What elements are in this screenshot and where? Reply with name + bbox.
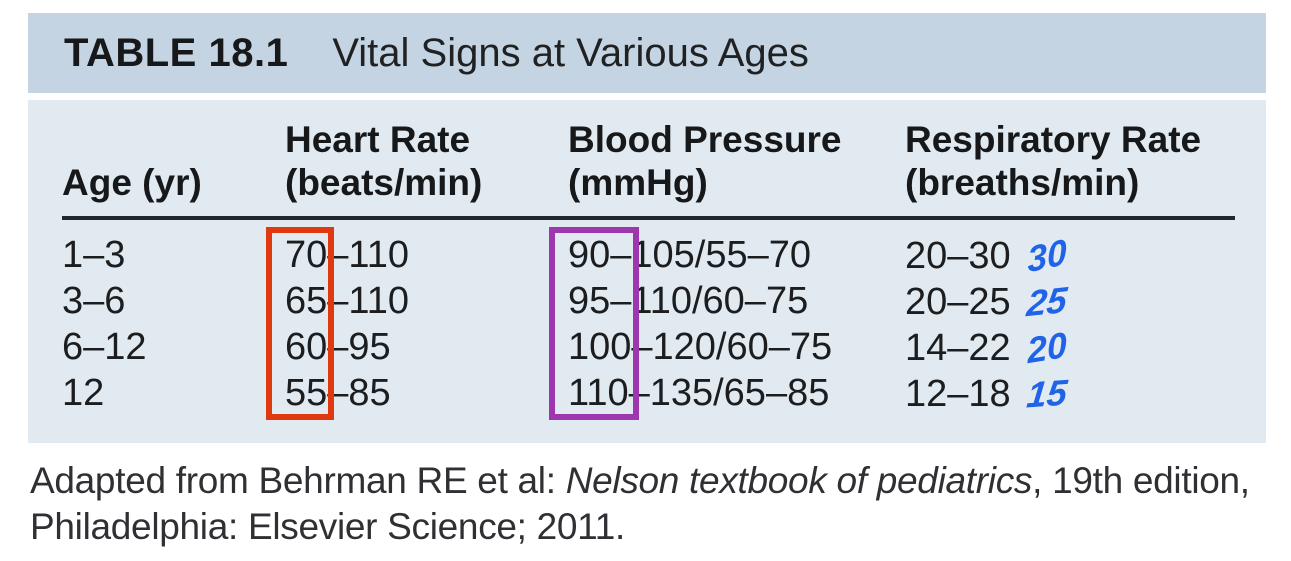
column-header-age: Age (yr) — [62, 161, 285, 204]
table-number: TABLE 18.1 — [64, 30, 289, 75]
respiratory-rate-cell: 12–18 15 — [905, 371, 1266, 417]
age-cell: 1–3 — [62, 234, 126, 276]
footnote-line-2: Philadelphia: Elsevier Science; 2011. — [30, 506, 625, 547]
heart-rate-cell: 65–110 — [285, 280, 409, 322]
blood-pressure-cell: 110–135/65–85 — [568, 372, 830, 414]
column-header-line2: (breaths/min) — [905, 162, 1140, 203]
column-header-line2: (mmHg) — [568, 162, 708, 203]
handwritten-annotation: 20 — [1025, 323, 1068, 372]
age-cell: 3–6 — [62, 280, 126, 322]
header-divider-rule — [62, 216, 1235, 220]
respiratory-rate-value: 20–25 — [905, 281, 1011, 323]
purple-marker-box-blood-pressure — [549, 227, 639, 420]
blood-pressure-cell: 90–105/55–70 — [568, 234, 812, 276]
column-header-line2: (beats/min) — [285, 162, 483, 203]
table-row: 6–12 60–95 100–120/60–75 14–22 20 — [62, 323, 1266, 372]
heart-rate-cell: 60–95 — [285, 326, 391, 368]
respiratory-rate-value: 12–18 — [905, 373, 1011, 415]
column-header-respiratory-rate: Respiratory Rate (breaths/min) — [905, 118, 1266, 204]
age-cell: 6–12 — [62, 326, 147, 368]
handwritten-annotation: 25 — [1024, 278, 1069, 325]
table-row: 3–6 65–110 95–110/60–75 20–25 25 — [62, 279, 1266, 325]
age-cell: 12 — [62, 372, 105, 414]
column-header-line1: Respiratory Rate — [905, 119, 1202, 160]
source-footnote: Adapted from Behrman RE et al: Nelson te… — [30, 458, 1270, 550]
table-panel: Age (yr) Heart Rate (beats/min) Blood Pr… — [28, 100, 1266, 443]
table-header-row: Age (yr) Heart Rate (beats/min) Blood Pr… — [62, 118, 1266, 204]
footnote-line-1: Adapted from Behrman RE et al: Nelson te… — [30, 458, 1270, 504]
red-marker-box-heart-rate — [266, 227, 334, 420]
table-row: 1–3 70–110 90–105/55–70 20–30 30 — [62, 231, 1266, 281]
column-header-line1: Heart Rate — [285, 119, 471, 160]
respiratory-rate-cell: 20–30 30 — [905, 231, 1266, 281]
column-header-heart-rate: Heart Rate (beats/min) — [285, 118, 568, 204]
handwritten-annotation: 15 — [1024, 371, 1069, 416]
table-title-bar: TABLE 18.1 Vital Signs at Various Ages — [28, 13, 1266, 93]
footnote-text: Adapted from Behrman RE et al: — [30, 460, 566, 501]
table-title: Vital Signs at Various Ages — [332, 30, 809, 75]
column-header-line1: Age (yr) — [62, 162, 202, 203]
footnote-book-title: Nelson textbook of pediatrics — [565, 460, 1033, 501]
respiratory-rate-cell: 14–22 20 — [905, 323, 1266, 372]
handwritten-annotation: 30 — [1026, 230, 1068, 281]
blood-pressure-cell: 100–120/60–75 — [568, 326, 833, 368]
respiratory-rate-value: 20–30 — [905, 235, 1011, 277]
respiratory-rate-cell: 20–25 25 — [905, 279, 1266, 325]
table-body: 1–3 70–110 90–105/55–70 20–30 30 3–6 65–1… — [62, 231, 1266, 417]
respiratory-rate-value: 14–22 — [905, 327, 1011, 369]
table-row: 12 55–85 110–135/65–85 12–18 15 — [62, 371, 1266, 417]
heart-rate-cell: 55–85 — [285, 372, 391, 414]
heart-rate-cell: 70–110 — [285, 234, 409, 276]
blood-pressure-cell: 95–110/60–75 — [568, 280, 809, 322]
column-header-blood-pressure: Blood Pressure (mmHg) — [568, 118, 905, 204]
footnote-text: , 19th edition, — [1032, 460, 1250, 501]
column-header-line1: Blood Pressure — [568, 119, 842, 160]
